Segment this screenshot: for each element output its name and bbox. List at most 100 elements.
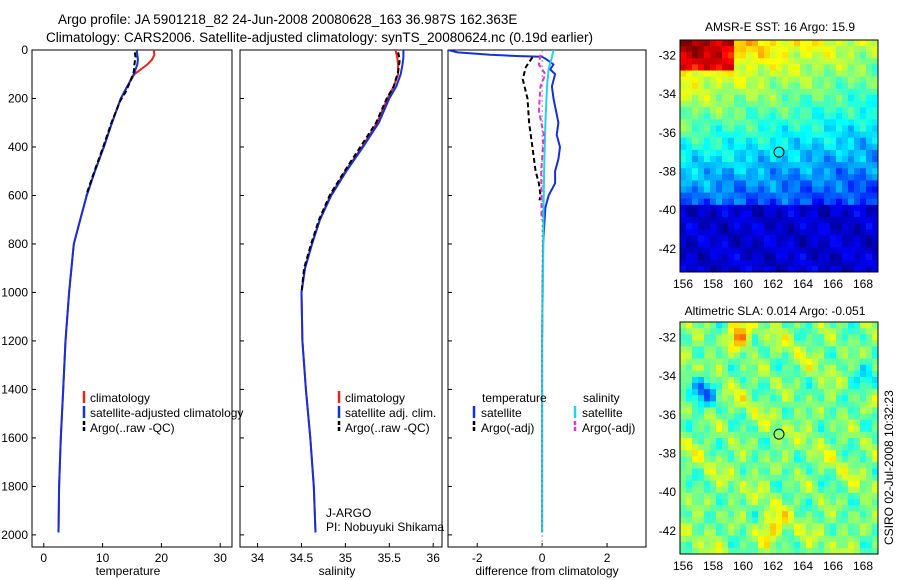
map-cell <box>800 541 807 549</box>
map-cell <box>716 46 723 53</box>
map-cell <box>836 107 843 114</box>
map-cell <box>782 180 789 188</box>
map-cell <box>764 370 771 378</box>
map-cell <box>704 352 711 360</box>
map-cell <box>704 541 711 549</box>
map-cell <box>806 462 813 470</box>
map-cell <box>818 235 825 243</box>
map-cell <box>722 517 729 525</box>
map-cell <box>848 474 855 482</box>
map-cell <box>860 241 867 249</box>
map-cell <box>860 383 867 390</box>
map-cell <box>704 119 711 127</box>
map-cell <box>740 247 747 255</box>
map-cell <box>782 376 789 384</box>
map-cell <box>752 143 759 151</box>
map-cell <box>866 52 873 59</box>
map-cell <box>722 425 729 433</box>
map-cell <box>818 119 825 127</box>
map-cell <box>680 180 687 188</box>
map-cell <box>686 419 693 427</box>
map-cell <box>836 204 843 212</box>
map-cell <box>770 156 777 163</box>
map-cell <box>740 58 747 66</box>
map-cell <box>728 131 735 139</box>
map-cell <box>686 162 693 169</box>
map-cell <box>800 438 807 445</box>
map-cell <box>746 407 753 415</box>
map-cell <box>776 529 783 537</box>
map-cell <box>824 192 831 200</box>
map-cell <box>716 376 723 384</box>
map-cell <box>830 505 837 512</box>
map-cell <box>830 265 837 272</box>
map-cell <box>752 131 759 139</box>
map-cell <box>830 46 837 53</box>
map-cell <box>770 499 777 506</box>
map-cell <box>842 149 849 157</box>
map-cell <box>854 101 861 108</box>
map-cell <box>686 547 693 554</box>
map-cell <box>734 474 741 482</box>
map-cell <box>788 358 795 366</box>
map-cell <box>746 137 753 145</box>
map-cell <box>716 58 723 66</box>
map-cell <box>704 474 711 482</box>
map-cell <box>740 444 747 451</box>
map-cell <box>752 492 759 500</box>
map-cell <box>812 529 819 537</box>
map-cell <box>764 162 771 169</box>
map-cell <box>794 511 801 518</box>
map-cell <box>746 94 753 102</box>
map-cell <box>812 143 819 151</box>
map-cell <box>770 70 777 78</box>
map-cell <box>818 492 825 500</box>
map-cell <box>860 76 867 84</box>
map-cell <box>722 407 729 415</box>
map-cell <box>728 217 735 224</box>
map-cell <box>812 88 819 96</box>
map-cell <box>806 419 813 427</box>
map-cell <box>866 438 873 445</box>
map-cell <box>758 547 765 554</box>
map-cell <box>716 499 723 506</box>
map-cell <box>740 523 747 531</box>
map-cell <box>860 217 867 224</box>
map-cell <box>698 444 705 451</box>
map-cell <box>776 523 783 531</box>
map-cell <box>680 119 687 127</box>
map-cell <box>734 322 741 329</box>
map-cell <box>680 352 687 360</box>
map-cell <box>746 113 753 120</box>
map-cell <box>812 265 819 272</box>
map-cell <box>842 517 849 525</box>
map-cell <box>692 389 699 396</box>
map-cell <box>794 253 801 261</box>
map-cell <box>716 523 723 531</box>
map-cell <box>782 247 789 255</box>
map-cell <box>818 389 825 396</box>
map-cell <box>794 346 801 354</box>
map-cell <box>728 247 735 255</box>
map-cell <box>788 352 795 360</box>
map-cell <box>830 383 837 390</box>
map-cell <box>686 265 693 272</box>
map-cell <box>788 346 795 354</box>
map-cell <box>800 125 807 133</box>
map-cell <box>746 40 753 47</box>
map-cell <box>776 198 783 206</box>
map-cell <box>740 376 747 384</box>
map-cell <box>848 88 855 96</box>
map-cell <box>734 180 741 188</box>
map-cell <box>818 505 825 512</box>
map-cell <box>812 204 819 212</box>
map-cell <box>710 401 717 409</box>
map-cell <box>830 358 837 366</box>
map-cell <box>794 229 801 236</box>
map-cell <box>746 438 753 445</box>
map-cell <box>746 401 753 409</box>
map-cell <box>704 149 711 157</box>
map-cell <box>698 186 705 194</box>
map-cell <box>728 265 735 272</box>
x-tick-label: 0 <box>40 551 47 565</box>
